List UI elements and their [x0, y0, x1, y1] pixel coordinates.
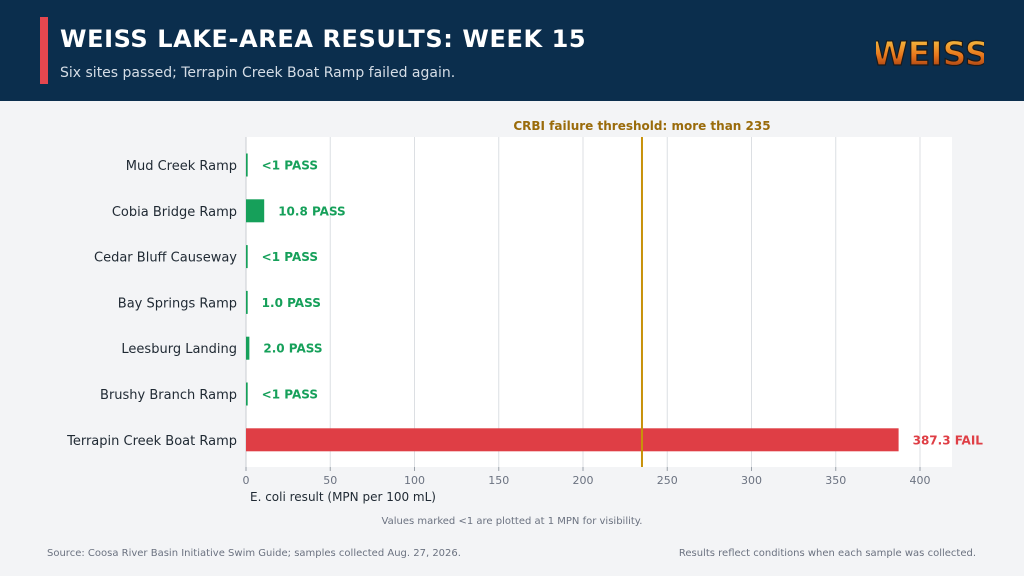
- x-tick-label: 0: [243, 474, 250, 487]
- x-tick-label: 250: [657, 474, 678, 487]
- data-value-label: 387.3 FAIL: [913, 433, 984, 447]
- logo-text: WEISS: [876, 34, 984, 73]
- threshold-label: CRBI failure threshold: more than 235: [513, 119, 770, 133]
- footer-disclaimer: Results reflect conditions when each sam…: [678, 548, 976, 559]
- x-tick-label: 100: [404, 474, 425, 487]
- y-category-label: Brushy Branch Ramp: [100, 388, 237, 403]
- y-category-label: Cobia Bridge Ramp: [112, 205, 237, 220]
- page-subtitle: Six sites passed; Terrapin Creek Boat Ra…: [60, 65, 456, 81]
- y-category-label: Mud Creek Ramp: [126, 159, 237, 174]
- x-tick-label: 50: [323, 474, 337, 487]
- x-tick-label: 300: [741, 474, 762, 487]
- header-banner: WEISS LAKE-AREA RESULTS: WEEK 15 Six sit…: [0, 0, 1024, 101]
- data-value-label: <1 PASS: [262, 159, 318, 173]
- data-value-label: <1 PASS: [262, 388, 318, 402]
- data-value-label: 1.0 PASS: [262, 296, 321, 310]
- weiss-logo: WEISS: [876, 33, 984, 73]
- y-category-label: Cedar Bluff Causeway: [94, 251, 237, 266]
- accent-bar: [40, 17, 48, 84]
- data-value-label: 10.8 PASS: [278, 204, 346, 218]
- bar-chart: <1 PASS 10.8 PASS <1 PASS 1.0 PASS 2.0 PASS <…: [66, 119, 984, 527]
- data-bar: [246, 199, 265, 223]
- x-tick-label: 150: [488, 474, 509, 487]
- x-axis-label: E. coli result (MPN per 100 mL): [250, 490, 436, 504]
- data-bar: [246, 428, 899, 452]
- data-bar: [246, 245, 248, 269]
- chart-note: Values marked <1 are plotted at 1 MPN fo…: [382, 516, 643, 527]
- data-value-label: 2.0 PASS: [263, 342, 322, 356]
- data-bar: [246, 382, 248, 406]
- footer-source: Source: Coosa River Basin Initiative Swi…: [47, 548, 461, 559]
- plot-background: [246, 137, 952, 467]
- x-tick-label: 400: [910, 474, 931, 487]
- data-bar: [246, 336, 250, 360]
- x-tick-label: 350: [825, 474, 846, 487]
- data-bar: [246, 290, 248, 314]
- page-title: WEISS LAKE-AREA RESULTS: WEEK 15: [60, 25, 587, 53]
- data-value-label: <1 PASS: [262, 250, 318, 264]
- y-category-label: Leesburg Landing: [121, 342, 237, 357]
- data-bar: [246, 153, 248, 177]
- x-tick-label: 200: [573, 474, 594, 487]
- y-category-label: Terrapin Creek Boat Ramp: [66, 434, 237, 449]
- y-category-label: Bay Springs Ramp: [118, 296, 237, 311]
